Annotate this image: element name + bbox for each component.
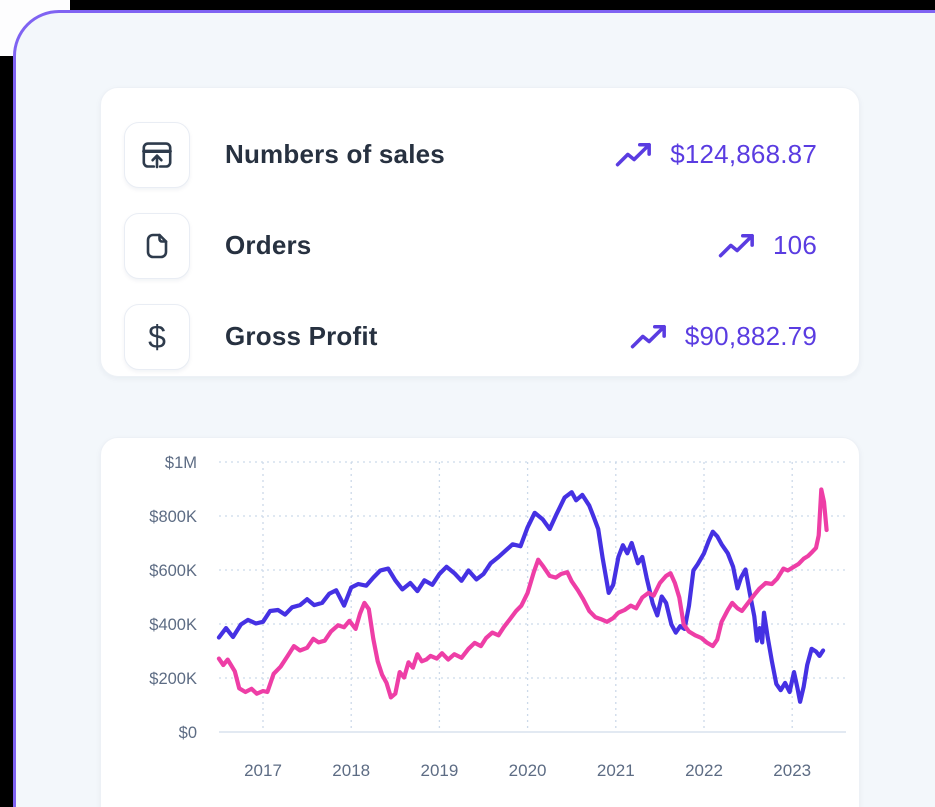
trend-up-icon [718, 233, 754, 257]
y-tick-label: $200K [149, 670, 197, 688]
kpi-value-orders: 106 [773, 230, 817, 260]
x-tick-label: 2021 [597, 761, 635, 780]
dollar-icon: $ [124, 303, 190, 370]
pink-line[interactable] [216, 487, 829, 700]
blue-line[interactable] [216, 490, 826, 704]
x-tick-label: 2018 [332, 761, 370, 780]
trend-up-icon [630, 324, 666, 348]
kpi-label-sales: Numbers of sales [225, 139, 445, 169]
y-tick-label: $0 [179, 724, 197, 742]
kpi-value-group-orders: 106 [718, 230, 817, 261]
card-upload-icon [124, 121, 190, 188]
file-icon [124, 212, 190, 279]
sales-profit-chart[interactable]: 2017 2018 2019 2020 2021 2022 2023 $1M $800K $600… [101, 438, 861, 807]
y-tick-label: $400K [149, 616, 197, 634]
x-tick-label: 2019 [420, 761, 458, 780]
kpi-row-profit: $ Gross Profit $90,882.79 [124, 291, 817, 382]
x-tick-label: 2023 [773, 761, 811, 780]
kpi-value-group-profit: $90,882.79 [630, 321, 817, 352]
kpi-value-group-sales: $124,868.87 [615, 139, 817, 170]
kpi-row-orders: Orders 106 [124, 200, 817, 291]
kpi-value-profit: $90,882.79 [684, 321, 817, 351]
kpi-value-sales: $124,868.87 [670, 139, 817, 169]
y-tick-label: $1M [165, 454, 197, 472]
x-tick-label: 2017 [244, 761, 282, 780]
kpi-card: Numbers of sales $124,868.87 Orders [100, 87, 860, 377]
kpi-label-orders: Orders [225, 230, 312, 260]
svg-text:$: $ [148, 319, 166, 355]
y-tick-label: $800K [149, 508, 197, 526]
trend-up-icon [615, 142, 652, 166]
x-tick-label: 2022 [685, 761, 723, 780]
x-tick-label: 2020 [509, 761, 547, 780]
kpi-label-profit: Gross Profit [225, 321, 378, 351]
y-tick-label: $600K [149, 562, 197, 580]
chart-card: 2017 2018 2019 2020 2021 2022 2023 $1M $800K $600… [100, 437, 860, 807]
kpi-row-sales: Numbers of sales $124,868.87 [124, 109, 817, 200]
